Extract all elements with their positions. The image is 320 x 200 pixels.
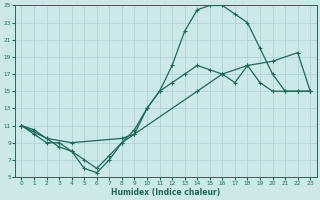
X-axis label: Humidex (Indice chaleur): Humidex (Indice chaleur) bbox=[111, 188, 220, 197]
